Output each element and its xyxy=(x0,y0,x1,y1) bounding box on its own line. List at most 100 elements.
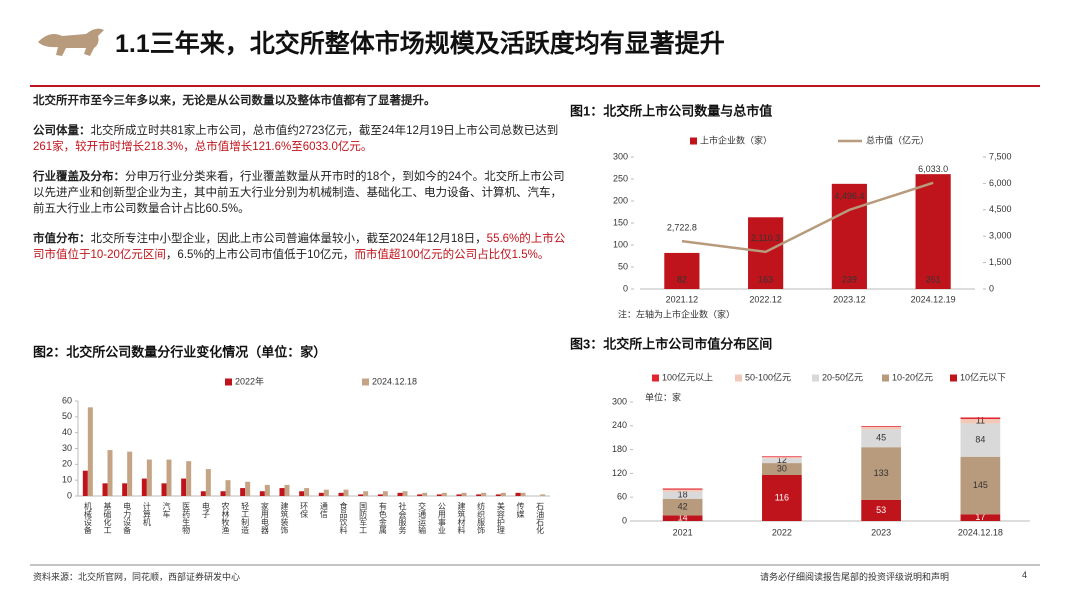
legend-label: 2024.12.18 xyxy=(372,376,417,386)
text-run: 公司体量： xyxy=(33,125,91,137)
y-tick-label: 40 xyxy=(62,427,72,437)
y-tick-label: 300 xyxy=(613,151,628,161)
x-tick-label: 纺织服饰 xyxy=(477,501,486,535)
x-tick-label: 家用电器 xyxy=(260,501,269,535)
x-tick-label: 计算机 xyxy=(142,501,151,527)
bar xyxy=(299,491,305,496)
bar-segment xyxy=(960,419,1001,424)
legend-label: 20-50亿元 xyxy=(822,371,863,382)
legend-swatch xyxy=(812,374,819,382)
y-tick-label: 10 xyxy=(62,475,72,485)
x-tick-label: 电力设备 xyxy=(123,501,132,535)
data-label: 12 xyxy=(777,455,787,465)
x-tick-label: 传媒 xyxy=(516,501,525,519)
legend-swatch xyxy=(882,374,889,382)
bar xyxy=(382,491,388,496)
text-run: 行业覆盖及分布： xyxy=(33,171,125,183)
bar-segment xyxy=(762,456,802,458)
data-label: 2,110.3 xyxy=(751,233,780,243)
bar xyxy=(456,494,462,496)
legend-swatch xyxy=(362,378,369,386)
text-block: 北交所开市至今三年多以来，无论是从公司数量以及整体市值都有了显著提升。公司体量：… xyxy=(33,93,568,277)
bar xyxy=(186,461,192,496)
bar xyxy=(441,492,447,496)
bar xyxy=(831,183,867,289)
bar-segment xyxy=(762,458,802,464)
x-tick-label: 美容护理 xyxy=(496,501,505,534)
paragraph: 北交所开市至今三年多以来，无论是从公司数量以及整体市值都有了显著提升。 xyxy=(33,93,568,109)
chart-title: 图2：北交所公司数量分行业变化情况（单位：家） xyxy=(33,344,326,359)
bar xyxy=(107,450,113,496)
y-tick-label: 60 xyxy=(617,492,627,502)
chart-title: 图1：北交所上市公司数量与总市值 xyxy=(570,103,772,118)
x-tick-label: 建筑材料 xyxy=(457,501,466,535)
bar xyxy=(181,478,187,496)
text-run: 北交所成立时共81家上市公司，总市值约2723亿元，截至24年12月19日上市公… xyxy=(90,125,559,137)
x-tick-label: 2022.12 xyxy=(749,294,782,304)
data-label: 17 xyxy=(975,512,985,522)
y-tick-label: 0 xyxy=(67,490,72,500)
bar-segment xyxy=(662,489,703,492)
x-tick-label: 国防军工 xyxy=(359,502,368,534)
bar xyxy=(664,252,700,289)
y-tick-label: 240 xyxy=(612,420,627,430)
bar-segment xyxy=(960,456,1001,515)
x-tick-label: 交通运输 xyxy=(418,501,427,535)
data-label: 18 xyxy=(678,490,688,500)
bar xyxy=(358,494,364,496)
bar xyxy=(476,494,482,496)
data-label: 82 xyxy=(677,274,687,284)
x-tick-label: 食品饮料 xyxy=(339,501,348,535)
bar xyxy=(161,483,167,496)
legend-swatch xyxy=(950,374,957,382)
x-tick-label: 建筑装饰 xyxy=(280,501,289,535)
data-label: 116 xyxy=(775,492,789,502)
x-tick-label: 2021.12 xyxy=(666,294,699,304)
bar xyxy=(397,492,403,496)
x-tick-label: 通信 xyxy=(319,501,328,519)
bar xyxy=(284,484,290,496)
bar-segment xyxy=(960,514,1001,521)
bar-segment xyxy=(861,426,901,427)
bar xyxy=(220,491,226,496)
legend-swatch xyxy=(225,378,232,386)
bar-segment xyxy=(861,499,901,521)
legend-label: 总市值（亿元） xyxy=(866,134,929,145)
data-label: 133 xyxy=(874,468,889,478)
bar xyxy=(338,492,344,496)
bar xyxy=(318,492,324,496)
bar-segment xyxy=(662,515,703,521)
data-label: 14 xyxy=(678,513,688,523)
data-label: 145 xyxy=(973,480,988,490)
line xyxy=(681,181,934,254)
bar-segment xyxy=(960,423,1001,457)
data-label: 30 xyxy=(777,463,787,473)
y-tick-label: 50 xyxy=(62,411,72,421)
y-tick-label: 4,500 xyxy=(989,204,1012,214)
legend-label: 100亿元以上 xyxy=(662,371,713,382)
bar xyxy=(102,483,108,496)
data-label: 11 xyxy=(976,416,985,426)
chart-title: 图3：北交所上市公司市值分布区间 xyxy=(570,336,772,351)
data-label: 6,033.0 xyxy=(918,164,948,174)
x-tick-label: 2023.12 xyxy=(833,294,866,304)
paragraph: 公司体量：北交所成立时共81家上市公司，总市值约2723亿元，截至24年12月1… xyxy=(33,123,568,155)
bar xyxy=(343,489,349,496)
bar xyxy=(500,492,506,496)
bar xyxy=(540,494,546,496)
bar xyxy=(146,459,152,496)
bar xyxy=(259,491,265,496)
y-tick-label: 120 xyxy=(612,468,627,478)
y-tick-label: 3,000 xyxy=(989,231,1012,241)
bar xyxy=(279,488,285,496)
y-tick-label: 0 xyxy=(622,515,627,525)
bar-segment xyxy=(762,463,802,475)
x-tick-label: 社会服务 xyxy=(398,501,407,535)
bar xyxy=(915,174,951,289)
y-tick-label: 7,500 xyxy=(989,151,1012,161)
x-tick-label: 有色金属 xyxy=(378,501,387,535)
x-tick-label: 轻工制造 xyxy=(241,501,250,535)
legend-swatch xyxy=(690,137,697,145)
y-tick-label: 1,500 xyxy=(989,257,1012,267)
data-label: 84 xyxy=(975,434,985,444)
